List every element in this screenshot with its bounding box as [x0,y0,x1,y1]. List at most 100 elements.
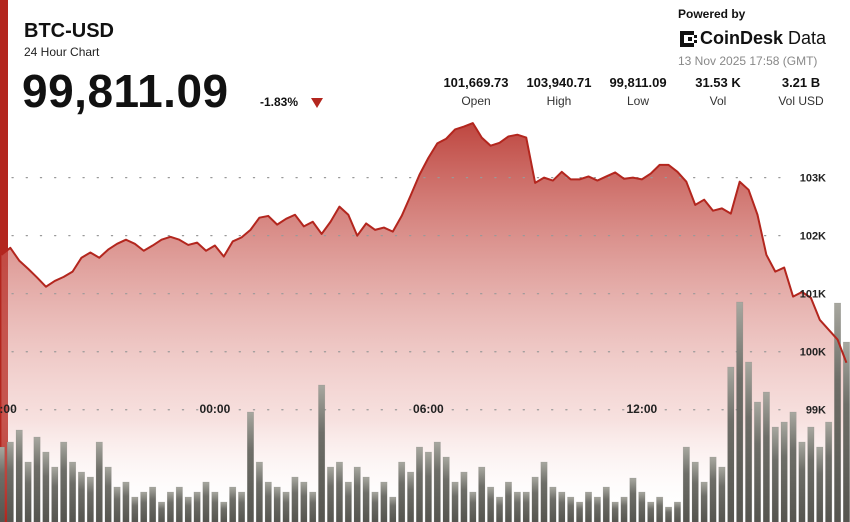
volume-bar [371,491,379,522]
logo-icon [680,31,697,47]
stat: 103,940.71 High [514,75,604,108]
volume-bar [745,361,753,522]
stat-label: Vol [709,94,727,108]
volume-bar [175,486,183,522]
volume-bar [638,491,646,522]
volume-bar [718,466,726,522]
stat-label: Open [461,94,491,108]
volume-bar [816,446,824,522]
stat-value: 99,811.09 [609,75,667,90]
volume-bar [629,477,637,522]
volume-bar [825,421,833,522]
volume-bar [282,491,290,522]
volume-bar [300,481,308,522]
volume-bar [24,461,32,522]
volume-bar [700,481,708,522]
volume-bar [567,496,575,522]
volume-bar [264,481,272,522]
volume-bar [95,441,103,522]
volume-bar [0,446,5,522]
x-tick-label: 00:00 [200,402,231,416]
volume-bar [15,429,23,522]
x-tick-label: 12:00 [627,402,658,416]
volume-bar [51,466,59,522]
volume-bar [673,501,681,522]
y-tick-label: 102K [800,231,826,243]
volume-bar [540,461,548,522]
stat: 31.53 K Vol [673,75,763,108]
volume-bar [211,491,219,522]
volume-bar [780,421,788,522]
volume-bar [736,301,744,522]
x-tick-label: 06:00 [413,402,444,416]
stat-value: 31.53 K [695,75,741,90]
volume-bar [442,456,450,522]
volume-bar [424,451,432,522]
volume-bar [344,481,352,522]
volume-bar [487,486,495,522]
price: 99,811.09 [22,65,229,117]
volume-bar [33,436,41,522]
y-tick-label: 101K [800,289,826,301]
volume-bar [193,491,201,522]
change: -1.83% [260,95,299,109]
volume-bar [709,456,717,522]
volume-bar [478,466,486,522]
powered-by: Powered by [678,7,746,21]
volume-bar [460,471,468,522]
volume-bar [798,441,806,522]
volume-bar [807,426,815,522]
volume-bar [593,496,601,522]
stat-value: 101,669.73 [443,75,509,90]
volume-bar [451,481,459,522]
volume-bar [789,411,797,522]
volume-bar [353,466,361,522]
stat-value: 103,940.71 [526,75,592,90]
x-tick-label: 18:00 [0,402,17,416]
volume-bar [416,446,423,522]
volume-bar [620,496,628,522]
volume-bar [291,476,299,522]
volume-bar [407,471,415,522]
volume-bar [389,496,397,522]
volume-bar [335,461,343,522]
volume-bar [585,491,592,522]
volume-bar [238,491,246,522]
volume-bar [433,441,441,522]
volume-bar [184,496,192,522]
volume-bar [6,441,14,522]
volume-bar [727,366,735,522]
down-arrow [311,98,323,108]
volume-bar [202,481,210,522]
volume-bar [834,302,841,522]
volume-bar [504,481,512,522]
volume-bar [549,486,557,522]
volume-bar [86,476,94,522]
volume-bar [166,491,174,522]
volume-bar [229,486,237,522]
volume-bar [576,501,584,522]
stat-label: Low [626,94,649,108]
volume-bar [771,426,779,522]
volume-bar [522,491,530,522]
volume-bar [469,491,477,522]
stat-label: Vol USD [778,94,824,108]
timestamp: 13 Nov 2025 17:58 (GMT) [678,54,818,68]
stat: 101,669.73 Open [431,75,521,108]
y-tick-label: 99K [806,405,826,417]
volume-bar [647,501,655,522]
volume-bar [140,491,148,522]
title: BTC-USD [24,20,114,42]
volume-bar [104,466,112,522]
stat-value: 3.21 B [781,75,821,90]
volume-bar [558,491,566,522]
y-tick-label: 103K [800,173,826,185]
price-area [1,123,847,520]
stat: 3.21 B Vol USD [756,75,846,108]
volume-bar [113,486,121,522]
volume-bar [309,491,317,522]
volume-bar [220,501,228,522]
stat-label: High [546,94,572,108]
volume-bar [273,486,281,522]
